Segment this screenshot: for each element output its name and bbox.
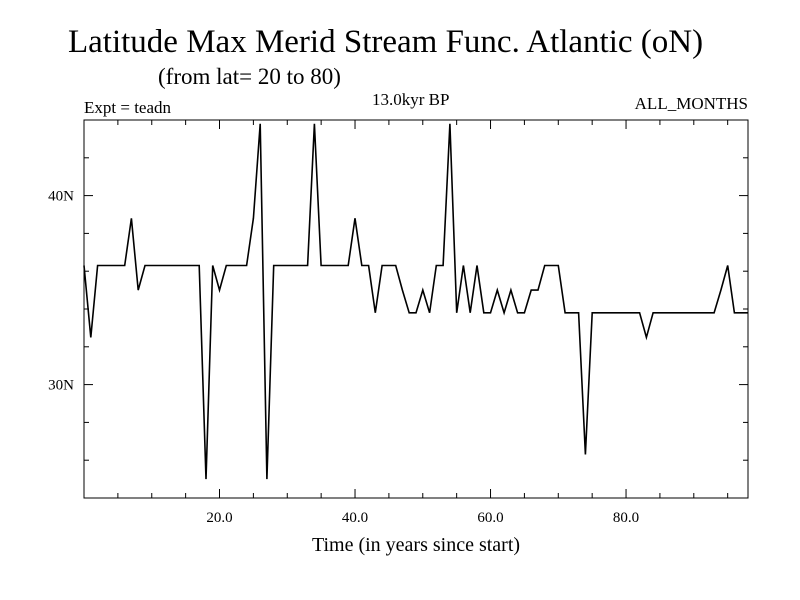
y-tick-label: 30N	[48, 378, 74, 394]
experiment-label: Expt = teadn	[84, 98, 172, 117]
chart-title: Latitude Max Merid Stream Func. Atlantic…	[68, 24, 704, 60]
period-label: 13.0kyr BP	[372, 90, 450, 109]
chart-subtitle: (from lat= 20 to 80)	[158, 64, 341, 89]
x-tick-label: 80.0	[613, 510, 639, 526]
x-tick-label: 60.0	[477, 510, 503, 526]
x-axis-title: Time (in years since start)	[312, 534, 520, 556]
plot-frame	[83, 119, 749, 499]
x-tick-label: 40.0	[342, 510, 368, 526]
y-tick-label: 40N	[48, 189, 74, 205]
months-label: ALL_MONTHS	[634, 94, 748, 113]
axis-ticks: 20.0 40.0 60.0 80.0 30N 40N	[48, 120, 748, 526]
x-tick-label: 20.0	[206, 510, 232, 526]
data-line	[83, 123, 748, 480]
